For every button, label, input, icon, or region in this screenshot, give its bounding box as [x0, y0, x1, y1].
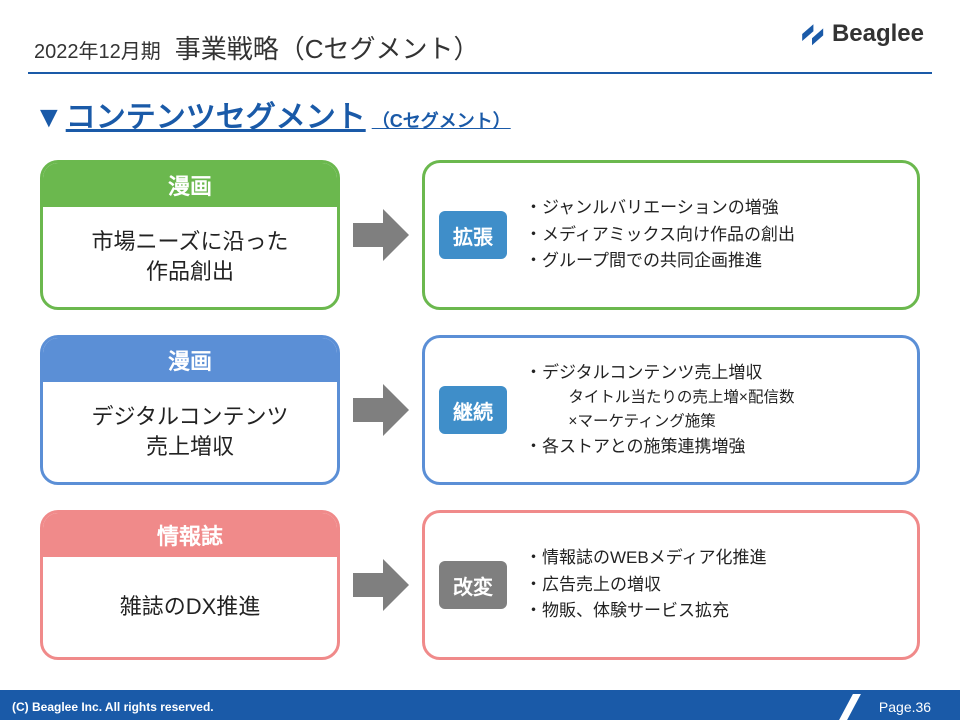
card-category: 情報誌 — [43, 513, 337, 557]
action-tag: 拡張 — [439, 211, 507, 259]
logo-text: Beaglee — [832, 20, 924, 48]
card-content: デジタルコンテンツ 売上増収 — [43, 382, 337, 482]
triangle-icon: ▼ — [34, 101, 64, 135]
section-title: ▼ コンテンツセグメント （Cセグメント） — [34, 92, 511, 136]
footer-copyright: (C) Beaglee Inc. All rights reserved. — [0, 694, 850, 720]
content-line: 作品創出 — [92, 257, 289, 287]
right-card: 拡張 ・ジャンルバリエーションの増強 ・メディアミックス向け作品の創出 ・グルー… — [422, 160, 920, 310]
bullet-list: ・情報誌のWEBメディア化推進 ・広告売上の増収 ・物販、体験サービス拡充 — [525, 545, 767, 624]
content-line: デジタルコンテンツ — [91, 402, 288, 432]
left-card: 漫画 市場ニーズに沿った 作品創出 — [40, 160, 340, 310]
content-line: 雑誌のDX推進 — [120, 592, 261, 622]
slide-footer: (C) Beaglee Inc. All rights reserved. Pa… — [0, 694, 960, 720]
right-card: 改変 ・情報誌のWEBメディア化推進 ・広告売上の増収 ・物販、体験サービス拡充 — [422, 510, 920, 660]
bullet-item: ・物販、体験サービス拡充 — [525, 598, 767, 624]
content-line: 市場ニーズに沿った — [92, 227, 289, 257]
strategy-row: 漫画 デジタルコンテンツ 売上増収 継続 ・デジタルコンテンツ売上増収 タイトル… — [40, 335, 920, 485]
arrow-icon — [350, 205, 412, 265]
card-category: 漫画 — [43, 163, 337, 207]
bullet-item: ・メディアミックス向け作品の創出 — [525, 222, 795, 248]
bullet-list: ・ジャンルバリエーションの増強 ・メディアミックス向け作品の創出 ・グループ間で… — [525, 195, 795, 274]
arrow-icon — [350, 555, 412, 615]
footer-page: Page.36 — [850, 694, 960, 720]
slide: 2022年12月期 事業戦略（Cセグメント） Beaglee ▼ コンテンツセグ… — [0, 0, 960, 720]
left-card: 漫画 デジタルコンテンツ 売上増収 — [40, 335, 340, 485]
section-main: コンテンツセグメント — [66, 92, 366, 136]
action-tag: 改変 — [439, 561, 507, 609]
header-rule — [28, 72, 932, 74]
arrow-icon — [350, 380, 412, 440]
bullet-item: ・デジタルコンテンツ売上増収 — [525, 360, 794, 386]
section-sub: （Cセグメント） — [372, 107, 511, 133]
bullet-item: ・広告売上の増収 — [525, 572, 767, 598]
strategy-row: 情報誌 雑誌のDX推進 改変 ・情報誌のWEBメディア化推進 ・広告売上の増収 … — [40, 510, 920, 660]
content-line: 売上増収 — [91, 432, 288, 462]
bullet-sub-item: ×マーケティング施策 — [525, 410, 794, 434]
logo-mark-icon — [798, 20, 826, 48]
card-content: 市場ニーズに沿った 作品創出 — [43, 207, 337, 307]
right-card: 継続 ・デジタルコンテンツ売上増収 タイトル当たりの売上増×配信数 ×マーケティ… — [422, 335, 920, 485]
card-content: 雑誌のDX推進 — [43, 557, 337, 657]
bullet-item: ・ジャンルバリエーションの増強 — [525, 195, 795, 221]
bullet-sub-item: タイトル当たりの売上増×配信数 — [525, 386, 794, 410]
header-title: 事業戦略（Cセグメント） — [175, 29, 480, 66]
bullet-item: ・各ストアとの施策連携増強 — [525, 434, 794, 460]
bullet-item: ・グループ間での共同企画推進 — [525, 248, 795, 274]
slide-body: 漫画 市場ニーズに沿った 作品創出 拡張 ・ジャンルバリエーションの増強 ・メデ… — [40, 160, 920, 660]
logo: Beaglee — [798, 20, 924, 48]
header-period: 2022年12月期 — [34, 35, 161, 66]
card-category: 漫画 — [43, 338, 337, 382]
strategy-row: 漫画 市場ニーズに沿った 作品創出 拡張 ・ジャンルバリエーションの増強 ・メデ… — [40, 160, 920, 310]
slide-header: 2022年12月期 事業戦略（Cセグメント） — [34, 26, 926, 66]
left-card: 情報誌 雑誌のDX推進 — [40, 510, 340, 660]
bullet-list: ・デジタルコンテンツ売上増収 タイトル当たりの売上増×配信数 ×マーケティング施… — [525, 360, 794, 461]
bullet-item: ・情報誌のWEBメディア化推進 — [525, 545, 767, 571]
action-tag: 継続 — [439, 386, 507, 434]
